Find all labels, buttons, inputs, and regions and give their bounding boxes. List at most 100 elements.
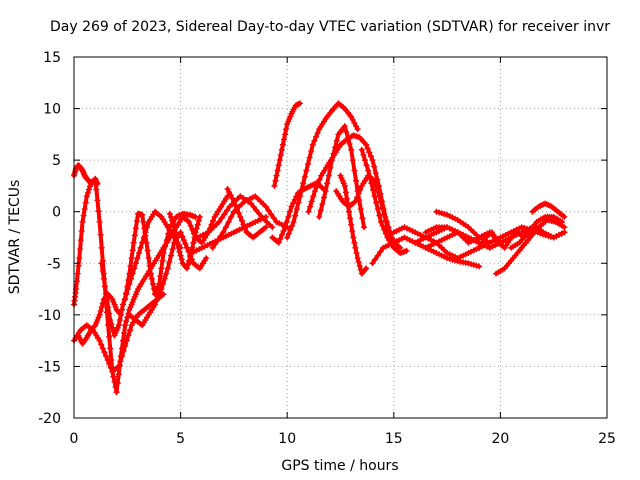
data-point	[109, 324, 116, 331]
data-point	[269, 224, 276, 231]
data-point	[444, 211, 451, 218]
data-point	[348, 221, 355, 228]
data-point	[460, 231, 467, 238]
data-point	[282, 224, 289, 231]
data-point	[357, 186, 364, 193]
data-point	[87, 183, 93, 190]
data-point	[230, 229, 237, 236]
data-point	[449, 226, 456, 233]
data-point	[352, 198, 359, 205]
data-point	[342, 189, 349, 196]
data-point	[190, 248, 197, 255]
data-point	[262, 203, 269, 210]
data-point	[106, 333, 113, 340]
data-point	[194, 221, 201, 228]
data-point	[489, 238, 496, 245]
data-point	[250, 203, 257, 210]
y-tick-label: 10	[43, 102, 61, 118]
data-point	[114, 380, 121, 387]
data-point	[308, 198, 315, 205]
data-point	[452, 228, 459, 235]
data-point	[449, 231, 456, 238]
x-tick-label: 25	[598, 431, 616, 447]
data-point	[433, 229, 440, 236]
data-point	[145, 255, 152, 262]
data-point	[104, 297, 110, 304]
data-point	[140, 218, 147, 225]
data-point	[285, 230, 292, 237]
data-point	[176, 248, 183, 255]
data-point	[388, 240, 395, 247]
data-point	[378, 198, 384, 205]
data-point	[280, 228, 287, 235]
data-point	[73, 278, 80, 285]
data-point	[276, 220, 283, 227]
data-point	[363, 265, 370, 272]
data-point	[112, 384, 119, 391]
data-point	[97, 231, 104, 238]
data-point	[76, 255, 83, 262]
data-point	[108, 295, 115, 302]
series-markers	[529, 200, 568, 220]
data-point	[353, 177, 359, 184]
data-point	[561, 224, 568, 231]
data-point	[166, 210, 173, 217]
data-point	[317, 207, 324, 214]
data-point	[444, 224, 451, 231]
data-point	[449, 214, 456, 221]
data-point	[256, 210, 262, 217]
data-point	[355, 190, 362, 197]
series-markers	[271, 100, 303, 189]
data-point	[248, 200, 254, 207]
data-point	[433, 250, 440, 256]
data-point	[327, 164, 334, 171]
data-point	[172, 229, 179, 236]
data-point	[316, 176, 323, 183]
y-axis-label: SDTVAR / TECUs	[7, 180, 23, 295]
data-point	[278, 231, 285, 238]
data-point	[174, 239, 181, 246]
data-point	[122, 296, 129, 303]
data-point	[319, 201, 326, 207]
data-point	[364, 145, 371, 152]
data-point	[377, 248, 384, 255]
data-point	[220, 229, 227, 236]
data-point	[381, 226, 388, 233]
data-point	[365, 167, 372, 174]
data-point	[221, 211, 228, 218]
data-point	[273, 219, 280, 225]
data-point	[170, 220, 177, 227]
data-point	[189, 244, 196, 251]
data-point	[366, 149, 373, 156]
data-point	[428, 226, 435, 233]
data-point	[212, 240, 219, 247]
data-point	[122, 322, 129, 329]
data-point	[390, 239, 397, 246]
data-point	[321, 194, 327, 201]
data-point	[93, 186, 100, 193]
data-point	[244, 197, 251, 204]
data-point	[276, 157, 283, 164]
data-point	[99, 345, 106, 352]
data-point	[330, 150, 337, 157]
data-point	[486, 244, 493, 251]
data-point	[115, 322, 122, 329]
series-markers	[508, 213, 566, 251]
series-markers	[316, 123, 367, 231]
data-point	[436, 209, 443, 216]
data-point	[351, 167, 358, 174]
data-point	[142, 232, 149, 239]
data-point	[157, 273, 164, 280]
data-point	[313, 184, 320, 191]
data-point	[148, 275, 155, 282]
data-point	[99, 300, 106, 307]
data-point	[366, 173, 373, 180]
data-point	[113, 389, 120, 396]
data-point	[370, 186, 376, 193]
data-point	[107, 317, 114, 323]
data-point	[374, 252, 381, 259]
data-point	[131, 265, 138, 272]
data-point	[246, 195, 253, 202]
data-point	[460, 252, 467, 259]
data-point	[277, 152, 284, 158]
